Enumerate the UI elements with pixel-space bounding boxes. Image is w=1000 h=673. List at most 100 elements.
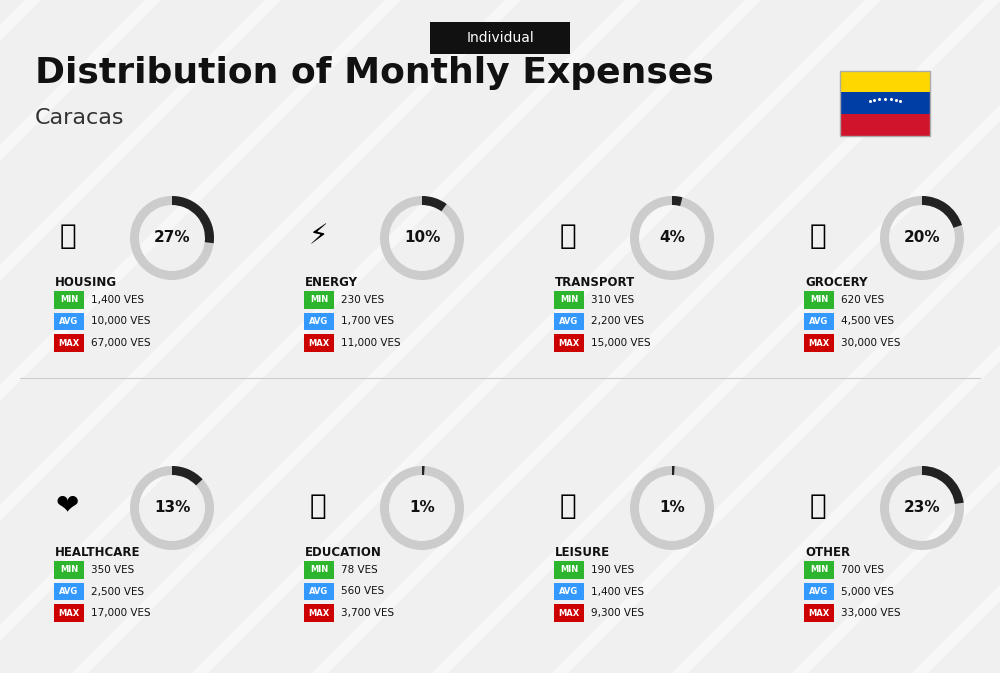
- FancyBboxPatch shape: [304, 604, 334, 622]
- Text: 190 VES: 190 VES: [591, 565, 634, 575]
- Text: ❤️: ❤️: [56, 492, 80, 520]
- Wedge shape: [130, 466, 214, 550]
- Text: ENERGY: ENERGY: [305, 276, 358, 289]
- Wedge shape: [380, 196, 464, 280]
- Text: 1%: 1%: [409, 501, 435, 516]
- Text: 9,300 VES: 9,300 VES: [591, 608, 644, 618]
- Text: 🏢: 🏢: [60, 222, 76, 250]
- Wedge shape: [172, 466, 203, 485]
- Text: MIN: MIN: [810, 565, 828, 575]
- Text: AVG: AVG: [809, 317, 829, 326]
- Text: 20%: 20%: [904, 230, 940, 246]
- Text: AVG: AVG: [59, 587, 79, 596]
- Wedge shape: [422, 466, 425, 475]
- Text: AVG: AVG: [809, 587, 829, 596]
- Text: 700 VES: 700 VES: [841, 565, 884, 575]
- Text: MIN: MIN: [310, 565, 328, 575]
- FancyBboxPatch shape: [804, 561, 834, 579]
- Text: AVG: AVG: [309, 317, 329, 326]
- Wedge shape: [672, 196, 682, 206]
- Text: MIN: MIN: [60, 565, 78, 575]
- Text: MAX: MAX: [808, 608, 830, 618]
- FancyBboxPatch shape: [804, 291, 834, 309]
- Text: 10%: 10%: [404, 230, 440, 246]
- Text: EDUCATION: EDUCATION: [305, 546, 382, 559]
- Text: HEALTHCARE: HEALTHCARE: [55, 546, 140, 559]
- Text: Individual: Individual: [466, 31, 534, 45]
- Text: 27%: 27%: [154, 230, 190, 246]
- FancyBboxPatch shape: [554, 583, 584, 600]
- FancyBboxPatch shape: [54, 334, 84, 352]
- Text: MAX: MAX: [58, 608, 80, 618]
- Text: MIN: MIN: [60, 295, 78, 304]
- Text: 💰: 💰: [810, 492, 826, 520]
- FancyBboxPatch shape: [804, 313, 834, 330]
- FancyBboxPatch shape: [804, 583, 834, 600]
- Text: 🛒: 🛒: [810, 222, 826, 250]
- FancyBboxPatch shape: [430, 22, 570, 54]
- FancyBboxPatch shape: [54, 291, 84, 309]
- Text: 620 VES: 620 VES: [841, 295, 884, 305]
- Text: MAX: MAX: [558, 608, 580, 618]
- Text: Distribution of Monthly Expenses: Distribution of Monthly Expenses: [35, 56, 714, 90]
- FancyBboxPatch shape: [554, 313, 584, 330]
- FancyBboxPatch shape: [304, 583, 334, 600]
- FancyBboxPatch shape: [304, 334, 334, 352]
- FancyBboxPatch shape: [840, 71, 930, 92]
- Text: 2,200 VES: 2,200 VES: [591, 316, 644, 326]
- Text: LEISURE: LEISURE: [555, 546, 610, 559]
- Text: 350 VES: 350 VES: [91, 565, 134, 575]
- FancyBboxPatch shape: [840, 114, 930, 135]
- Text: 5,000 VES: 5,000 VES: [841, 586, 894, 596]
- Text: AVG: AVG: [559, 587, 579, 596]
- Text: 230 VES: 230 VES: [341, 295, 384, 305]
- Text: AVG: AVG: [309, 587, 329, 596]
- Text: MAX: MAX: [558, 339, 580, 347]
- Text: 1,400 VES: 1,400 VES: [591, 586, 644, 596]
- Text: 23%: 23%: [904, 501, 940, 516]
- Wedge shape: [922, 196, 962, 227]
- Text: 13%: 13%: [154, 501, 190, 516]
- Wedge shape: [630, 466, 714, 550]
- Text: 11,000 VES: 11,000 VES: [341, 338, 401, 348]
- Wedge shape: [880, 466, 964, 550]
- Text: MAX: MAX: [308, 608, 330, 618]
- Text: Caracas: Caracas: [35, 108, 124, 128]
- FancyBboxPatch shape: [804, 334, 834, 352]
- Text: MIN: MIN: [310, 295, 328, 304]
- FancyBboxPatch shape: [304, 291, 334, 309]
- Text: MIN: MIN: [560, 295, 578, 304]
- Text: 1,700 VES: 1,700 VES: [341, 316, 394, 326]
- Text: 17,000 VES: 17,000 VES: [91, 608, 151, 618]
- Text: MIN: MIN: [810, 295, 828, 304]
- FancyBboxPatch shape: [554, 334, 584, 352]
- Text: 1%: 1%: [659, 501, 685, 516]
- FancyBboxPatch shape: [840, 92, 930, 114]
- Text: MAX: MAX: [808, 339, 830, 347]
- Text: AVG: AVG: [59, 317, 79, 326]
- Wedge shape: [172, 196, 214, 243]
- Wedge shape: [672, 466, 675, 475]
- Text: 30,000 VES: 30,000 VES: [841, 338, 900, 348]
- Text: TRANSPORT: TRANSPORT: [555, 276, 635, 289]
- FancyBboxPatch shape: [304, 561, 334, 579]
- Text: 1,400 VES: 1,400 VES: [91, 295, 144, 305]
- Text: GROCERY: GROCERY: [805, 276, 867, 289]
- Text: 15,000 VES: 15,000 VES: [591, 338, 651, 348]
- Text: 310 VES: 310 VES: [591, 295, 634, 305]
- FancyBboxPatch shape: [54, 561, 84, 579]
- Text: MAX: MAX: [58, 339, 80, 347]
- Wedge shape: [422, 196, 447, 211]
- Text: ⚡: ⚡: [308, 222, 328, 250]
- FancyBboxPatch shape: [554, 291, 584, 309]
- Text: 560 VES: 560 VES: [341, 586, 384, 596]
- Text: AVG: AVG: [559, 317, 579, 326]
- FancyBboxPatch shape: [554, 604, 584, 622]
- Text: 3,700 VES: 3,700 VES: [341, 608, 394, 618]
- Text: 4,500 VES: 4,500 VES: [841, 316, 894, 326]
- Wedge shape: [630, 196, 714, 280]
- Text: 🚌: 🚌: [560, 222, 576, 250]
- FancyBboxPatch shape: [54, 583, 84, 600]
- FancyBboxPatch shape: [54, 313, 84, 330]
- FancyBboxPatch shape: [54, 604, 84, 622]
